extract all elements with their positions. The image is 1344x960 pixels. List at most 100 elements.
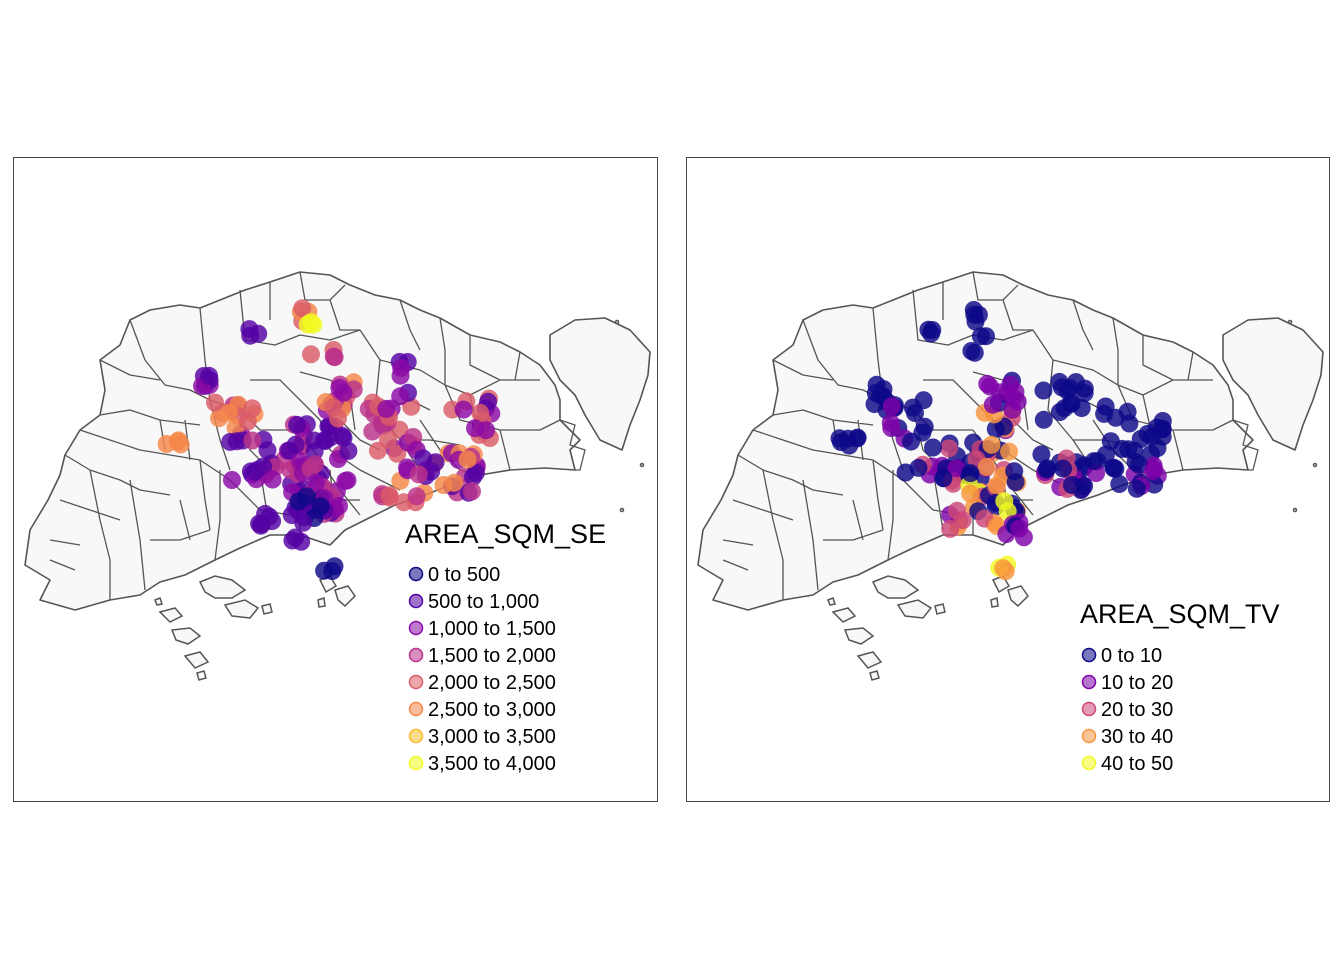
point-marker: [1110, 475, 1129, 493]
point-marker: [994, 559, 1013, 578]
point-marker: [1001, 375, 1020, 394]
point-marker: [1126, 452, 1145, 471]
legend-swatch-icon: [1081, 755, 1097, 771]
point-marker: [392, 359, 411, 378]
legend-label: 20 to 30: [1101, 699, 1173, 721]
legend-swatch-icon: [1081, 728, 1097, 744]
legend-label: 10 to 20: [1101, 672, 1173, 694]
point-marker: [169, 431, 188, 450]
point-marker: [971, 327, 990, 346]
point-marker: [454, 400, 473, 419]
point-marker: [388, 444, 407, 463]
point-marker: [961, 464, 980, 483]
legend-label: 3,500 to 4,000: [428, 753, 556, 775]
point-marker: [1104, 459, 1123, 478]
point-marker: [940, 439, 958, 458]
point-marker: [1000, 442, 1019, 461]
point-marker: [1054, 459, 1073, 478]
legend-swatch-icon: [408, 566, 424, 582]
point-marker: [948, 501, 967, 520]
point-marker: [994, 417, 1013, 436]
point-marker: [934, 469, 953, 488]
point-marker: [206, 393, 224, 412]
legend: 0 to 10 10 to 20 20 to 30 30 to 40 40 to 50: [1081, 645, 1173, 775]
point-marker: [391, 387, 410, 406]
legend-swatch-icon: [408, 755, 424, 771]
point-marker: [1143, 462, 1162, 480]
point-marker: [1096, 397, 1115, 416]
point-marker: [987, 476, 1006, 495]
point-marker: [1032, 445, 1051, 464]
map-panel-area-sqm-se: AREA_SQM_SE 0 to 500 500 to 1,000 1,000 to…: [13, 157, 658, 802]
point-marker: [463, 482, 481, 501]
point-marker: [380, 486, 399, 505]
point-marker: [941, 519, 960, 538]
point-marker: [969, 305, 988, 324]
point-marker: [409, 465, 428, 484]
legend-label: 2,000 to 2,500: [428, 672, 556, 694]
point-marker: [324, 347, 343, 366]
point-marker: [293, 299, 312, 318]
point-marker: [881, 413, 900, 432]
point-marker: [210, 409, 228, 428]
point-marker: [238, 412, 257, 431]
point-marker: [243, 431, 262, 450]
point-marker: [325, 557, 344, 576]
point-marker: [254, 457, 273, 476]
point-marker: [324, 398, 343, 417]
legend-title: AREA_SQM_SE: [405, 519, 606, 549]
legend-label: 0 to 500: [428, 564, 500, 586]
point-marker: [302, 313, 320, 332]
point-marker: [200, 366, 219, 385]
point-marker: [1138, 424, 1157, 443]
point-marker: [923, 321, 942, 339]
point-marker: [1003, 401, 1022, 419]
point-marker: [407, 487, 426, 506]
points-layer: [830, 301, 1172, 581]
legend-swatch-icon: [408, 674, 424, 690]
point-marker: [977, 458, 996, 477]
point-marker: [1153, 419, 1172, 438]
point-marker: [882, 397, 901, 416]
point-marker: [305, 455, 324, 474]
legend-swatch-icon: [1081, 701, 1097, 717]
point-marker: [1060, 379, 1079, 398]
point-marker: [995, 492, 1014, 511]
point-marker: [434, 476, 453, 494]
point-marker: [286, 435, 305, 454]
legend: 0 to 500 500 to 1,000 1,000 to 1,500 1,500 …: [408, 564, 556, 775]
point-marker: [906, 404, 924, 422]
point-marker: [1085, 452, 1103, 471]
legend-swatch-icon: [408, 728, 424, 744]
point-marker: [334, 383, 353, 402]
point-marker: [1037, 460, 1056, 479]
point-marker: [223, 471, 241, 489]
point-marker: [377, 399, 396, 418]
point-marker: [302, 345, 320, 364]
point-marker: [288, 415, 307, 434]
point-marker: [305, 442, 324, 461]
legend-title: AREA_SQM_TV: [1080, 599, 1280, 629]
point-marker: [1127, 479, 1146, 498]
point-marker: [961, 484, 980, 503]
point-marker: [962, 342, 981, 360]
point-marker: [286, 528, 305, 547]
legend-swatch-icon: [408, 620, 424, 636]
point-marker: [260, 507, 279, 526]
legend-swatch-icon: [408, 647, 424, 663]
point-marker: [924, 438, 942, 457]
points-layer: [157, 299, 501, 580]
point-marker: [263, 470, 282, 489]
point-marker: [289, 492, 308, 511]
point-marker: [1034, 381, 1053, 400]
point-marker: [339, 441, 358, 460]
point-marker: [902, 432, 920, 451]
point-marker: [909, 458, 928, 477]
point-marker: [307, 473, 325, 492]
point-marker: [311, 497, 330, 516]
legend-label: 30 to 40: [1101, 726, 1173, 748]
point-marker: [330, 496, 348, 515]
legend-label: 0 to 10: [1101, 645, 1162, 667]
point-marker: [471, 403, 490, 422]
